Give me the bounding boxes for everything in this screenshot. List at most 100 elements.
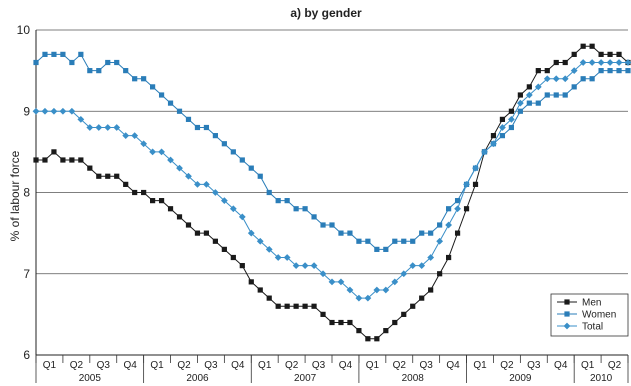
data-point [265,245,273,253]
data-point [562,92,568,98]
data-point [346,286,354,294]
data-point [194,230,201,236]
data-point [481,148,488,156]
quarter-label: Q3 [204,360,218,371]
legend-entry: Men [557,298,601,309]
data-point [499,133,506,139]
data-point [310,262,318,270]
data-point [248,279,254,285]
quarter-label: Q2 [393,360,407,371]
data-point [552,75,560,83]
data-point [328,278,336,286]
data-point [212,238,218,244]
data-point [320,222,326,228]
data-point [60,51,66,57]
data-point [454,230,461,236]
data-point [221,141,227,147]
data-point [589,43,595,49]
data-point [607,51,613,57]
data-point [338,230,344,236]
data-point [203,124,210,131]
data-point [534,83,542,91]
data-point [87,165,93,171]
data-point [606,59,614,66]
data-point [625,68,631,74]
data-point [239,263,245,269]
data-point [580,43,586,49]
data-point [141,189,147,196]
data-point [419,295,425,301]
data-point [392,319,398,326]
data-point [436,237,444,245]
data-point [392,238,398,244]
data-point [382,286,390,294]
data-point [158,148,165,156]
data-point [508,124,514,131]
data-point [95,124,103,131]
data-point [401,238,407,244]
data-point [185,222,192,228]
data-point [150,84,156,90]
data-point [167,156,174,164]
data-point [463,206,470,212]
data-point [428,230,434,236]
quarter-label: Q2 [285,360,299,371]
data-point [176,214,183,220]
data-point [499,124,506,131]
quarter-label: Q4 [339,360,353,371]
data-point [616,51,622,57]
data-point [41,107,49,115]
data-point [176,164,183,172]
quarter-label: Q1 [581,360,595,371]
data-point [123,68,129,74]
year-label: 2010 [590,373,613,384]
quarter-label: Q3 [420,360,434,371]
data-point [122,132,130,140]
y-axis-label: % of labour force [8,150,22,241]
data-point [150,198,156,204]
quarter-label: Q1 [473,360,487,371]
data-point [347,230,353,236]
data-point [302,303,308,309]
y-tick-label: 6 [23,348,30,362]
data-point [105,59,111,66]
data-point [248,165,254,171]
data-point [257,173,263,179]
data-point [229,205,237,213]
data-point [410,238,416,244]
data-point [86,124,94,131]
data-point [194,124,201,131]
data-point [266,295,272,301]
quarter-label: Q2 [608,360,622,371]
series-line [36,62,628,299]
data-point [597,59,605,66]
data-point [463,180,470,188]
quarter-label: Q1 [258,360,272,371]
data-point [247,229,255,237]
data-point [203,230,210,236]
data-point [50,107,58,115]
data-point [365,336,371,342]
quarter-label: Q1 [366,360,380,371]
data-point [571,51,577,57]
data-point [301,262,309,270]
data-point [391,278,399,286]
quarter-label: Q2 [500,360,514,371]
data-point [517,108,523,114]
data-point [418,262,426,270]
data-point [490,133,497,139]
data-point [338,319,344,326]
data-point [105,173,111,179]
data-point [356,328,362,334]
data-point [525,91,533,99]
data-point [221,246,227,252]
series-layer [32,43,631,342]
data-point [383,328,389,334]
data-point [373,286,381,294]
data-point [329,222,335,228]
data-point [553,92,559,98]
data-point [78,51,84,57]
data-point [131,132,139,140]
data-point [543,75,551,83]
data-point [499,116,506,122]
